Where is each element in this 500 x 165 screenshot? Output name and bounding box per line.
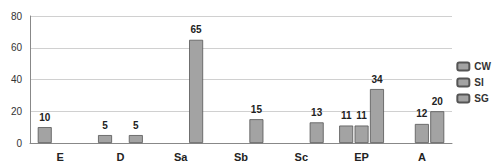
svg-text:5: 5 — [133, 120, 139, 131]
svg-text:11: 11 — [341, 110, 352, 121]
svg-text:13: 13 — [311, 107, 323, 118]
svg-text:E: E — [56, 151, 63, 163]
svg-text:20: 20 — [432, 96, 444, 107]
svg-text:5: 5 — [102, 120, 108, 131]
svg-text:D: D — [116, 151, 124, 163]
svg-text:12: 12 — [416, 108, 428, 119]
svg-text:65: 65 — [191, 24, 203, 35]
svg-text:Sb: Sb — [234, 151, 248, 163]
svg-text:0: 0 — [16, 138, 22, 149]
svg-text:60: 60 — [11, 42, 23, 53]
svg-text:10: 10 — [39, 112, 51, 123]
svg-text:Sc: Sc — [295, 151, 308, 163]
svg-text:CW: CW — [474, 61, 491, 72]
svg-text:80: 80 — [11, 11, 23, 22]
svg-text:20: 20 — [11, 106, 23, 117]
svg-text:34: 34 — [371, 74, 383, 85]
svg-text:A: A — [418, 151, 426, 163]
svg-text:SG: SG — [474, 93, 489, 104]
svg-text:SI: SI — [474, 77, 484, 88]
svg-text:Sa: Sa — [174, 151, 188, 163]
svg-text:EP: EP — [354, 151, 369, 163]
svg-text:11: 11 — [356, 110, 367, 121]
svg-text:15: 15 — [251, 104, 263, 115]
svg-text:40: 40 — [11, 74, 23, 85]
